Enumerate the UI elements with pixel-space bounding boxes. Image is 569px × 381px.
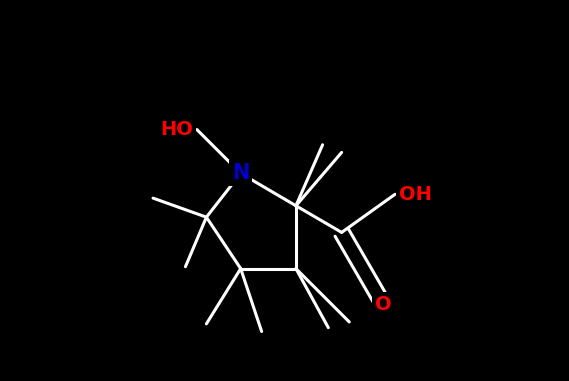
Text: O: O bbox=[375, 295, 392, 314]
Text: N: N bbox=[232, 163, 249, 183]
Text: OH: OH bbox=[399, 185, 432, 204]
Text: HO: HO bbox=[160, 120, 193, 139]
